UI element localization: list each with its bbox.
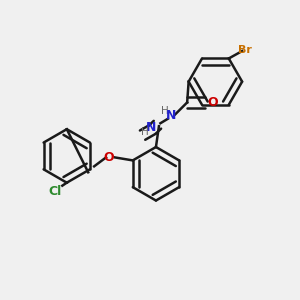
Text: N: N [146,121,156,134]
Text: H: H [141,127,148,137]
Text: H: H [161,106,169,116]
Text: O: O [104,151,114,164]
Text: O: O [207,96,218,109]
Text: N: N [166,109,176,122]
Text: Cl: Cl [48,184,62,197]
Text: Br: Br [238,45,252,55]
